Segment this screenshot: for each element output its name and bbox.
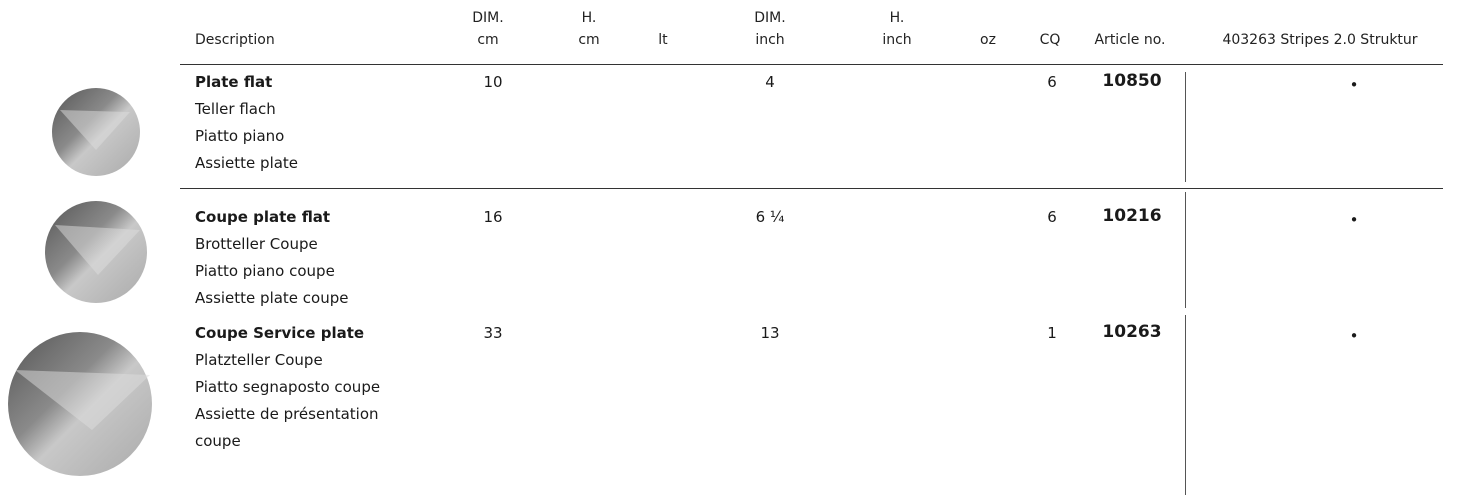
- dim-cm: 10: [483, 73, 503, 91]
- header-label: Description: [195, 32, 275, 48]
- header-label: DIM.: [754, 10, 786, 26]
- article-number: 10263: [1102, 322, 1162, 342]
- product-image: [45, 201, 147, 303]
- dim-inch: 13: [760, 324, 780, 342]
- header-label: cm: [578, 32, 600, 48]
- article-number: 10216: [1102, 206, 1162, 226]
- header-label: Article no.: [1094, 32, 1166, 48]
- description-line: Piatto segnaposto coupe: [195, 378, 381, 396]
- header-label: H.: [889, 10, 905, 26]
- product-image: [52, 88, 140, 176]
- dim-inch: 6 ¼: [755, 208, 785, 226]
- description-line: Assiette plate: [195, 154, 299, 172]
- header-label: cm: [477, 32, 499, 48]
- header-rule: [180, 64, 1443, 65]
- header-label: 403263 Stripes 2.0 Struktur: [1222, 32, 1418, 48]
- dim-cm: 16: [483, 208, 503, 226]
- row-rule: [180, 188, 1443, 189]
- availability-mark: •: [1349, 76, 1359, 94]
- case-quantity: 6: [1047, 208, 1057, 226]
- description-line: Piatto piano coupe: [195, 262, 335, 280]
- column-rule: [1185, 72, 1186, 182]
- description-line: Assiette plate coupe: [195, 289, 349, 307]
- description-line: Platzteller Coupe: [195, 351, 323, 369]
- product-images: [8, 88, 152, 476]
- product-name: Plate flat: [195, 73, 273, 91]
- article-number: 10850: [1102, 71, 1162, 91]
- dim-inch: 4: [765, 73, 775, 91]
- description-line: Piatto piano: [195, 127, 285, 145]
- case-quantity: 1: [1047, 324, 1057, 342]
- header-label: DIM.: [472, 10, 504, 26]
- description-line: Brotteller Coupe: [195, 235, 318, 253]
- column-rule: [1185, 315, 1186, 495]
- availability-mark: •: [1349, 327, 1359, 345]
- product-image: [8, 332, 152, 476]
- column-rule: [1185, 192, 1186, 308]
- case-quantity: 6: [1047, 73, 1057, 91]
- header-label: H.: [581, 10, 597, 26]
- product-name: Coupe Service plate: [195, 324, 365, 342]
- header-label: CQ: [1039, 32, 1061, 48]
- description-line: Assiette de présentation: [195, 405, 379, 423]
- header-label: inch: [882, 32, 912, 48]
- product-name: Coupe plate flat: [195, 208, 331, 226]
- availability-mark: •: [1349, 211, 1359, 229]
- header-label: inch: [755, 32, 785, 48]
- description-line: Teller flach: [195, 100, 276, 118]
- header-label: lt: [658, 32, 668, 48]
- dim-cm: 33: [483, 324, 503, 342]
- description-line: coupe: [195, 432, 241, 450]
- header-label: oz: [980, 32, 996, 48]
